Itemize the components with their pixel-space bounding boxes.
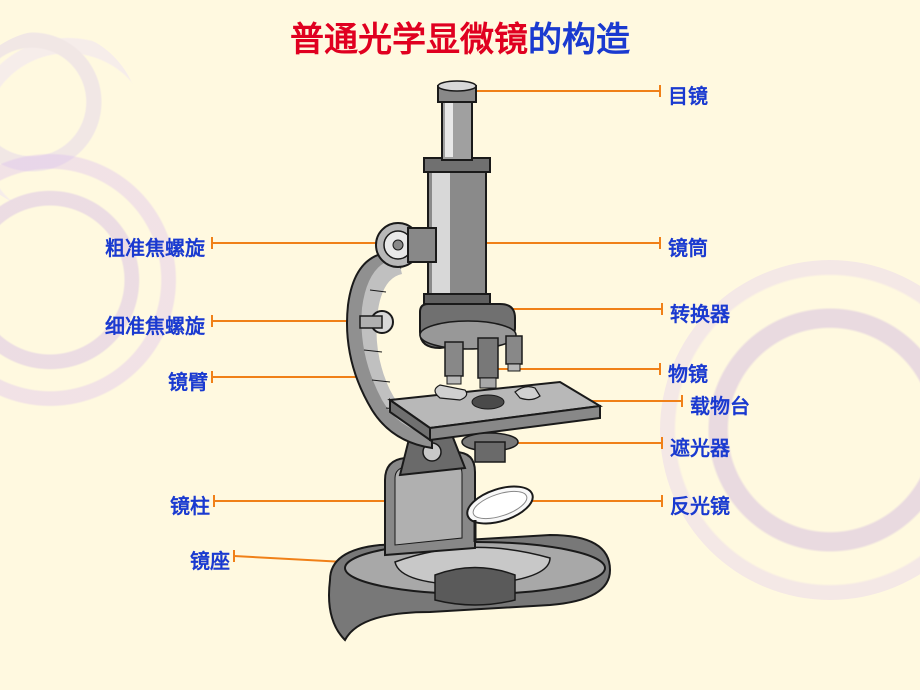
- label-arm: 镜臂: [168, 366, 208, 395]
- label-tube: 镜筒: [668, 232, 708, 261]
- label-coarse-focus: 粗准焦螺旋: [105, 232, 205, 261]
- label-objective: 物镜: [668, 358, 708, 387]
- label-base: 镜座: [190, 545, 230, 574]
- label-nosepiece: 转换器: [670, 298, 730, 327]
- diagram-svg: [0, 0, 920, 690]
- label-eyepiece: 目镜: [668, 80, 708, 109]
- label-stage-plate: 载物台: [690, 390, 750, 419]
- label-diaphragm: 遮光器: [670, 432, 730, 461]
- microscope-icon: [329, 81, 610, 640]
- label-mirror: 反光镜: [670, 490, 730, 519]
- label-pillar: 镜柱: [170, 490, 210, 519]
- label-fine-focus: 细准焦螺旋: [105, 310, 205, 339]
